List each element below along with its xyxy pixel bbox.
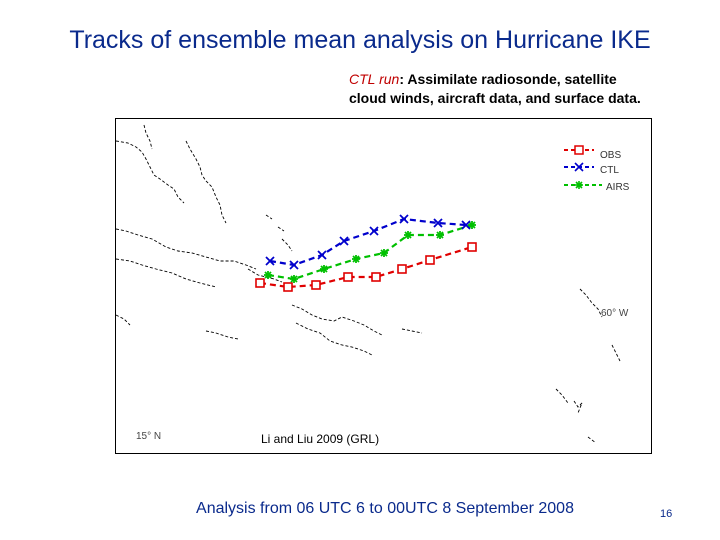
airs-point bbox=[404, 231, 412, 239]
legend-marker-obs bbox=[574, 145, 584, 155]
track-obs bbox=[255, 242, 477, 292]
coast-antilles-2 bbox=[611, 344, 621, 362]
coast-north-1 bbox=[116, 140, 185, 204]
airs-point bbox=[380, 249, 388, 257]
ctl-point bbox=[339, 236, 349, 246]
coast-antilles-3 bbox=[555, 388, 569, 404]
legend: OBS CTL AIRS bbox=[556, 141, 644, 197]
legend-box bbox=[556, 141, 644, 197]
page-number: 16 bbox=[660, 508, 673, 520]
slide-title: Tracks of ensemble mean analysis on Hurr… bbox=[69, 26, 651, 54]
coast-cuba-south bbox=[116, 258, 217, 288]
legend-label-ctl: CTL bbox=[600, 165, 619, 176]
airs-point bbox=[468, 221, 476, 229]
ctl-point bbox=[433, 218, 443, 228]
slide-caption: Analysis from 06 UTC 6 to 00UTC 8 Septem… bbox=[196, 500, 574, 517]
obs-point bbox=[371, 272, 381, 282]
obs-point bbox=[311, 280, 321, 290]
coast-bahamas-3 bbox=[265, 214, 273, 220]
airs-point bbox=[290, 275, 298, 283]
subtitle-run-label: CTL run bbox=[349, 71, 400, 87]
legend-marker-airs bbox=[575, 181, 583, 189]
ctl-point bbox=[317, 250, 327, 260]
coastlines bbox=[116, 124, 621, 444]
ctl-point bbox=[265, 256, 275, 266]
coast-antilles-4 bbox=[573, 400, 583, 414]
ctl-point bbox=[461, 220, 471, 230]
coast-hispaniola-south bbox=[295, 322, 373, 356]
ctl-track-line bbox=[269, 217, 467, 267]
coast-bahamas-1 bbox=[281, 238, 293, 252]
obs-point bbox=[283, 282, 293, 292]
airs-point bbox=[320, 265, 328, 273]
ctl-point bbox=[289, 260, 299, 270]
legend-item-ctl: CTL bbox=[564, 162, 619, 176]
coast-antilles-5 bbox=[587, 436, 597, 444]
obs-point bbox=[343, 272, 353, 282]
coast-puerto-rico bbox=[401, 328, 423, 334]
coast-cuba-north bbox=[116, 228, 257, 270]
coast-yucatan bbox=[116, 314, 131, 326]
obs-point bbox=[397, 264, 407, 274]
ctl-point bbox=[399, 214, 409, 224]
legend-label-obs: OBS bbox=[600, 150, 621, 161]
obs-point bbox=[467, 242, 477, 252]
coast-bahamas-2 bbox=[277, 226, 285, 232]
airs-track-line bbox=[267, 223, 473, 281]
subtitle-line2: cloud winds, aircraft data, and surface … bbox=[349, 90, 641, 106]
citation-label: Li and Liu 2009 (GRL) bbox=[261, 432, 379, 446]
track-map: OBS CTL AIRS 60° W 15° N Li and Liu 2009… bbox=[115, 118, 652, 454]
coast-antilles-1 bbox=[579, 288, 603, 318]
lat-label: 15° N bbox=[136, 431, 161, 442]
legend-item-airs: AIRS bbox=[564, 181, 630, 193]
coast-hispaniola-north bbox=[291, 304, 383, 336]
coast-north-2 bbox=[143, 124, 153, 150]
lon-label: 60° W bbox=[601, 308, 629, 319]
track-airs bbox=[264, 221, 476, 283]
obs-point bbox=[425, 255, 435, 265]
coast-jamaica bbox=[205, 330, 239, 340]
legend-item-obs: OBS bbox=[564, 145, 621, 161]
airs-point bbox=[436, 231, 444, 239]
ctl-point bbox=[369, 226, 379, 236]
subtitle: CTL run: Assimilate radiosonde, satellit… bbox=[349, 70, 709, 108]
legend-label-airs: AIRS bbox=[606, 182, 630, 193]
airs-point bbox=[352, 255, 360, 263]
obs-point bbox=[255, 278, 265, 288]
map-svg: OBS CTL AIRS 60° W 15° N Li and Liu 2009… bbox=[116, 124, 644, 446]
track-ctl bbox=[265, 214, 471, 270]
coast-florida bbox=[185, 140, 227, 224]
coast-cuba-east bbox=[247, 268, 283, 283]
subtitle-line1: : Assimilate radiosonde, satellite bbox=[399, 71, 617, 87]
airs-point bbox=[264, 271, 272, 279]
